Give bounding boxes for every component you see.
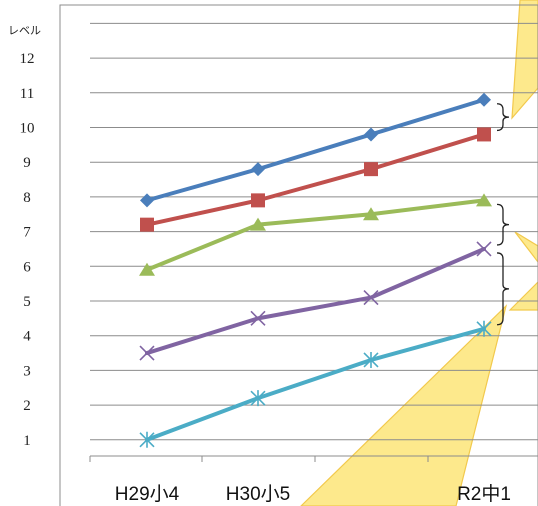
brace-marks: [496, 103, 510, 326]
x-tick-label: H30小5: [226, 483, 290, 505]
gridlines: [90, 22, 538, 441]
data-point: [476, 241, 492, 257]
brace-mark: [496, 103, 510, 132]
y-tick-label: 11: [20, 86, 34, 102]
brace-mark: [496, 203, 510, 246]
series-line: [145, 326, 486, 442]
data-point: [140, 217, 154, 232]
data-point: [139, 431, 155, 448]
series-line: [145, 246, 486, 356]
data-point: [251, 162, 265, 177]
data-point: [250, 390, 266, 407]
data-point: [139, 345, 155, 361]
data-point: [364, 162, 378, 177]
callout-top: [511, 0, 538, 120]
data-point: [250, 310, 266, 326]
y-tick-label: 12: [20, 51, 35, 67]
series-line: [145, 132, 486, 227]
data-series: [139, 92, 492, 448]
data-point: [363, 289, 379, 306]
data-point: [251, 193, 265, 208]
callout-mid: [514, 231, 538, 263]
y-tick-label: 2: [23, 398, 31, 414]
data-point: [250, 217, 266, 231]
series-line: [145, 97, 486, 203]
brace-mark: [496, 252, 510, 326]
y-tick-label: 10: [20, 121, 35, 137]
y-tick-label: 5: [23, 294, 31, 310]
y-axis-label: レベル: [8, 25, 41, 37]
x-tick-label: R2中1: [457, 483, 511, 505]
x-tick-label: H29小4: [115, 483, 180, 505]
data-point: [363, 207, 379, 221]
y-tick-label: 1: [23, 433, 31, 449]
callout-right: [508, 281, 538, 311]
callout-shapes: [300, 0, 538, 506]
y-tick-label: 9: [23, 155, 31, 171]
series-line: [145, 198, 486, 272]
data-point: [139, 262, 155, 276]
data-point: [477, 92, 491, 107]
data-point: [140, 193, 154, 208]
data-point: [364, 127, 378, 142]
y-tick-label: 7: [23, 225, 31, 241]
data-point: [476, 320, 492, 337]
plot-area-border: [59, 4, 538, 506]
x-axis-ticks: H29小4 H30小5 R2中1: [115, 483, 511, 505]
data-point: [363, 351, 379, 368]
y-tick-label: 8: [23, 190, 31, 206]
x-axis: [89, 455, 538, 462]
y-tick-label: 6: [23, 259, 31, 275]
data-point: [476, 193, 492, 207]
y-tick-label: 4: [23, 329, 31, 345]
data-point: [477, 127, 491, 142]
y-tick-label: 3: [23, 363, 31, 379]
